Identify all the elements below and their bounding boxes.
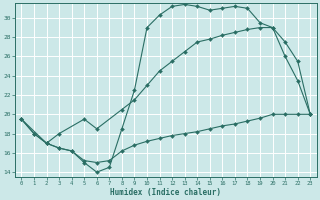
X-axis label: Humidex (Indice chaleur): Humidex (Indice chaleur): [110, 188, 221, 197]
